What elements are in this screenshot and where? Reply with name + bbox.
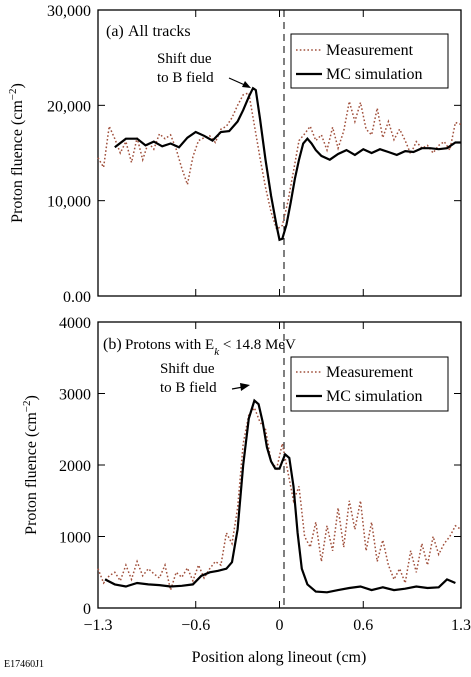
annotation-line2-a: to B field [157, 70, 214, 86]
panel-title-b-main: Protons with E [125, 337, 214, 353]
panel-label-a: (a) [106, 23, 124, 40]
y-tick-label-b: 0 [83, 601, 91, 618]
x-ticks-a [97, 10, 462, 296]
mc-simulation-line-a [114, 86, 461, 242]
annotation-line1-a: Shift due [157, 51, 212, 67]
legend-label-simulation-a: MC simulation [326, 66, 422, 83]
annotation-arrowhead-b [240, 383, 250, 391]
panel-title-b-sub: k [214, 346, 220, 358]
legend-label-measurement-b: Measurement [326, 364, 414, 381]
panel-title-b-rest: < 14.8 MeV [219, 337, 296, 353]
annotation-line1-b: Shift due [160, 361, 215, 377]
x-ticks-b: −1.3 −0.6 0 0.6 1.3 [83, 322, 471, 634]
panel-label-b: (b) [103, 336, 122, 353]
y-tick-label-b: 3000 [59, 387, 91, 404]
x-tick-label: 1.3 [451, 617, 471, 634]
y-tick-label-b: 2000 [59, 458, 91, 475]
annotation-line2-b: to B field [160, 380, 217, 396]
x-tick-label: −0.6 [181, 617, 210, 634]
measurement-line-a [97, 91, 462, 231]
y-tick-label-a: 30,000 [47, 3, 91, 20]
annotation-arrowhead-a [242, 81, 251, 88]
legend-a: Measurement MC simulation [290, 33, 449, 89]
y-tick-label-b: 4000 [59, 315, 91, 332]
y-tick-label-a: 20,000 [47, 98, 91, 115]
panel-a: 0.00 10,000 20,000 30,000 (a) All tracks Sh… [7, 3, 462, 306]
y-ticks-a: 0.00 10,000 20,000 30,000 [47, 3, 461, 306]
x-tick-label: 0.6 [353, 617, 373, 634]
panel-title-a: All tracks [128, 23, 191, 40]
legend-label-measurement-a: Measurement [326, 42, 414, 59]
panel-b: 0 1000 2000 3000 4000 −1.3 −0.6 0 0.6 1.3 (b) Pr… [21, 315, 471, 634]
legend-label-simulation-b: MC simulation [326, 388, 422, 405]
y-tick-label-a: 0.00 [63, 289, 91, 306]
y-ticks-b: 0 1000 2000 3000 4000 [59, 315, 461, 618]
legend-b: Measurement MC simulation [290, 356, 449, 412]
panel-title-b: Protons with Ek < 14.8 MeV [125, 337, 296, 358]
y-tick-label-a: 10,000 [47, 194, 91, 211]
measurement-line-b [97, 406, 462, 593]
y-axis-label-b: Proton fluence (cm−2) [21, 395, 40, 535]
x-tick-label: 0 [276, 617, 284, 634]
y-axis-label-a: Proton fluence (cm−2) [7, 83, 26, 223]
x-tick-label: −1.3 [83, 617, 112, 634]
x-axis-label: Position along lineout (cm) [192, 649, 367, 666]
legend-box-b [290, 356, 449, 412]
legend-box-a [290, 33, 449, 89]
figure-id: E17460J1 [4, 659, 44, 670]
mc-simulation-line-b [104, 398, 456, 594]
y-tick-label-b: 1000 [59, 530, 91, 547]
